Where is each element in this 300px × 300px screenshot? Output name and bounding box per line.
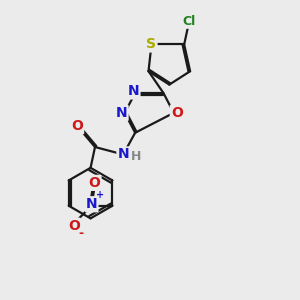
Text: N: N <box>116 106 128 120</box>
Text: H: H <box>130 150 141 163</box>
Text: S: S <box>146 38 157 52</box>
Text: N: N <box>86 197 98 211</box>
Text: N: N <box>117 148 129 161</box>
Text: O: O <box>171 106 183 120</box>
Text: Cl: Cl <box>182 15 195 28</box>
Text: +: + <box>96 190 104 200</box>
Text: O: O <box>89 176 100 190</box>
Text: -: - <box>79 227 84 240</box>
Text: N: N <box>128 84 140 98</box>
Text: O: O <box>68 219 80 232</box>
Text: O: O <box>71 119 83 133</box>
